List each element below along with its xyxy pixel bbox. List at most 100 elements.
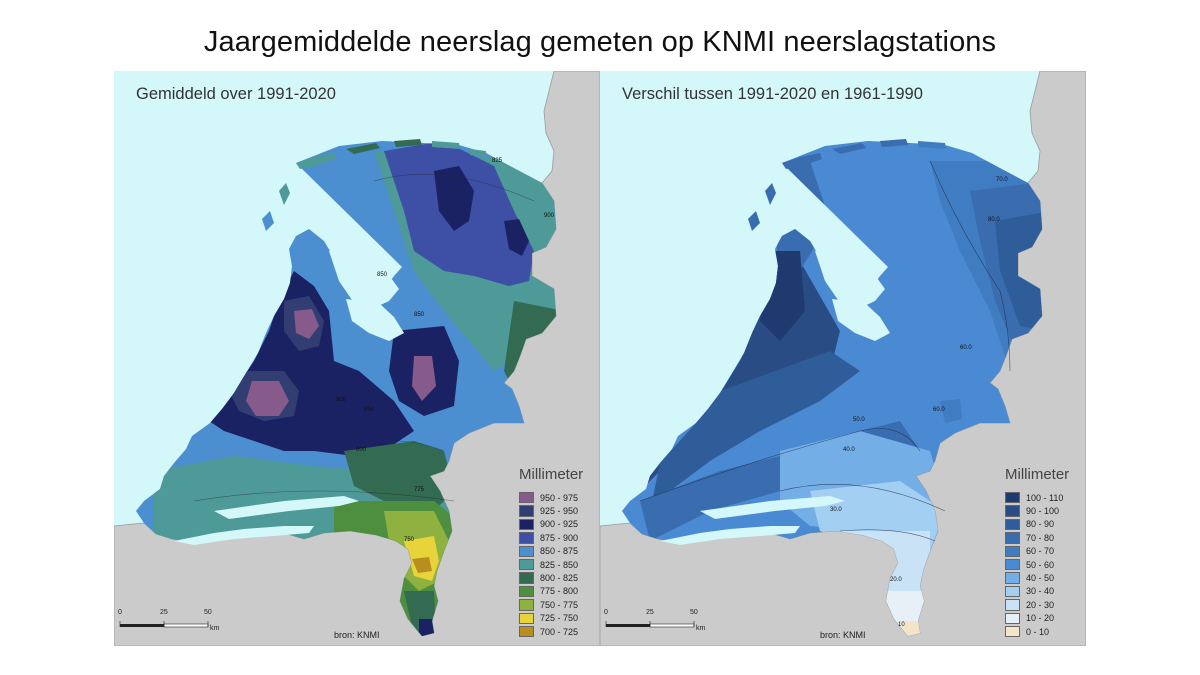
legend-swatch	[519, 612, 534, 624]
legend-item: 775 - 800	[519, 585, 583, 598]
legend-item: 70 - 80	[1005, 531, 1069, 544]
legend-item: 100 - 110	[1005, 491, 1069, 504]
legend-label: 10 - 20	[1026, 613, 1055, 624]
svg-text:825: 825	[492, 158, 503, 164]
legend-item: 60 - 70	[1005, 545, 1069, 558]
legend-swatch	[519, 505, 534, 517]
legend-swatch	[519, 518, 534, 531]
legend-title: Millimeter	[519, 466, 584, 483]
scale-tick: 25	[160, 609, 168, 616]
svg-text:20.0: 20.0	[890, 577, 902, 583]
legend-swatch	[1005, 492, 1020, 504]
map-precipitation-difference: 70.0 80.0 60.0 60.0 50.0 40.0 30.0 20.0 …	[600, 71, 1086, 646]
legend-rows: 950 - 975 925 - 950 900 - 925 875 - 900 850 …	[519, 491, 583, 638]
svg-text:60.0: 60.0	[960, 345, 972, 351]
svg-text:40.0: 40.0	[843, 447, 855, 453]
legend-item: 800 - 825	[519, 571, 583, 584]
svg-text:70.0: 70.0	[996, 177, 1008, 183]
legend-swatch	[1005, 532, 1020, 544]
scale-tick: 50	[690, 609, 698, 616]
legend-item: 700 - 725	[519, 625, 583, 638]
legend-label: 950 - 975	[540, 492, 579, 503]
legend-item: 725 - 750	[519, 612, 583, 625]
legend-item: 50 - 60	[1005, 558, 1069, 571]
legend-swatch	[1005, 612, 1020, 624]
legend-swatch	[1005, 585, 1020, 598]
svg-text:60.0: 60.0	[933, 407, 945, 413]
legend-swatch	[1005, 599, 1020, 611]
scale-tick: 0	[604, 609, 608, 616]
legend-item: 925 - 950	[519, 504, 583, 517]
legend-swatch	[519, 558, 534, 571]
scale-tick: 25	[646, 609, 654, 616]
legend-item: 750 - 775	[519, 598, 583, 611]
legend-swatch	[519, 545, 534, 557]
legend-label: 40 - 50	[1026, 573, 1055, 584]
legend-label: 50 - 60	[1026, 559, 1055, 570]
svg-text:800: 800	[356, 447, 367, 453]
legend-swatch	[519, 572, 534, 584]
svg-text:10: 10	[898, 622, 905, 628]
legend-item: 80 - 90	[1005, 518, 1069, 531]
legend-label: 70 - 80	[1026, 532, 1055, 543]
legend-label: 800 - 825	[540, 573, 579, 584]
legend-label: 775 - 800	[540, 586, 579, 597]
source-label: bron: KNMI	[820, 630, 866, 640]
legend-item: 90 - 100	[1005, 504, 1069, 517]
legend-item: 875 - 900	[519, 531, 583, 544]
legend-label: 90 - 100	[1026, 506, 1060, 517]
legend-label: 925 - 950	[540, 506, 579, 517]
legend-item: 950 - 975	[519, 491, 583, 504]
source-label: bron: KNMI	[334, 630, 380, 640]
legend-title: Millimeter	[1005, 466, 1070, 483]
scale-tick: 50	[204, 609, 212, 616]
legend-label: 0 - 10	[1026, 626, 1050, 637]
scale-unit: km	[210, 625, 220, 632]
legend-label: 700 - 725	[540, 626, 579, 637]
map-panel-average: 825 900 850 900 850 850 800 775 750 Gemi…	[114, 71, 600, 646]
svg-text:900: 900	[544, 213, 555, 219]
legend-label: 20 - 30	[1026, 599, 1055, 610]
legend-item: 40 - 50	[1005, 571, 1069, 584]
svg-text:30.0: 30.0	[830, 507, 842, 513]
legend-swatch	[519, 492, 534, 504]
scale-unit: km	[696, 625, 706, 632]
legend-rows: 100 - 110 90 - 100 80 - 90 70 - 80 60 - 70 50…	[1005, 491, 1069, 638]
legend-swatch	[519, 625, 534, 638]
legend-item: 900 - 925	[519, 518, 583, 531]
svg-text:850: 850	[364, 407, 375, 413]
legend-item: 30 - 40	[1005, 585, 1069, 598]
legend-swatch	[519, 599, 534, 611]
legend-swatch	[1005, 518, 1020, 531]
legend-item: 20 - 30	[1005, 598, 1069, 611]
panel-title: Gemiddeld over 1991-2020	[136, 85, 336, 103]
legend-swatch	[519, 532, 534, 544]
map-average-precipitation: 825 900 850 900 850 850 800 775 750	[114, 71, 600, 646]
legend-swatch	[1005, 558, 1020, 571]
legend-label: 875 - 900	[540, 532, 579, 543]
legend-swatch	[1005, 625, 1020, 638]
legend-item: 825 - 850	[519, 558, 583, 571]
scale-bar-graphic	[119, 621, 209, 628]
svg-text:50.0: 50.0	[853, 417, 865, 423]
scale-bar-graphic	[605, 621, 695, 628]
legend-label: 850 - 875	[540, 546, 579, 557]
svg-text:750: 750	[404, 537, 415, 543]
svg-text:775: 775	[414, 487, 425, 493]
legend-difference: Millimeter 100 - 110 90 - 100 80 - 90 70 - …	[1005, 466, 1069, 638]
legend-item: 10 - 20	[1005, 612, 1069, 625]
legend-label: 60 - 70	[1026, 546, 1055, 557]
svg-text:850: 850	[377, 272, 388, 278]
svg-text:80.0: 80.0	[988, 217, 1000, 223]
legend-label: 30 - 40	[1026, 586, 1055, 597]
scale-bar: 0 25 50 km	[118, 609, 228, 633]
legend-swatch	[1005, 572, 1020, 584]
panel-title: Verschil tussen 1991-2020 en 1961-1990	[622, 85, 923, 103]
legend-swatch	[1005, 505, 1020, 517]
legend-average: Millimeter 950 - 975 925 - 950 900 - 925 87…	[519, 466, 583, 638]
legend-label: 900 - 925	[540, 519, 579, 530]
legend-item: 850 - 875	[519, 545, 583, 558]
legend-label: 100 - 110	[1026, 492, 1064, 503]
legend-item: 0 - 10	[1005, 625, 1069, 638]
svg-text:850: 850	[414, 312, 425, 318]
